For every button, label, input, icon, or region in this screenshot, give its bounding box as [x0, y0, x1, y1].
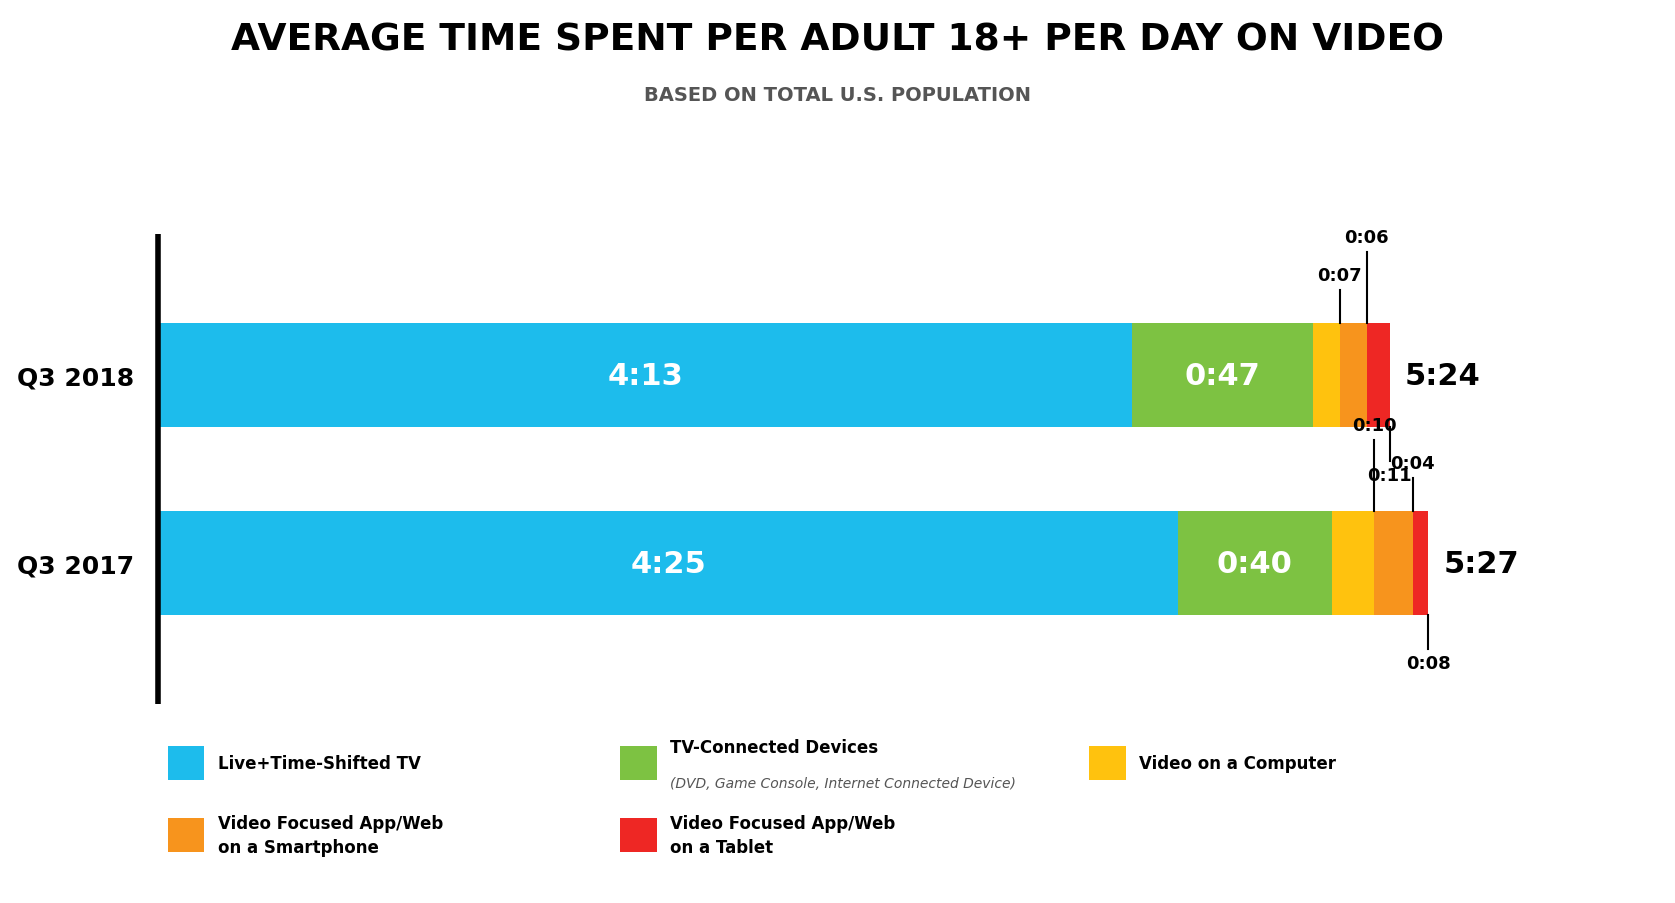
Bar: [1367, 324, 1390, 427]
Text: Video Focused App/Web
on a Tablet: Video Focused App/Web on a Tablet: [670, 815, 894, 856]
Text: BASED ON TOTAL U.S. POPULATION: BASED ON TOTAL U.S. POPULATION: [643, 86, 1032, 105]
Text: Video on a Computer: Video on a Computer: [1139, 754, 1337, 772]
Bar: [1374, 512, 1412, 615]
Bar: [1178, 512, 1332, 615]
Text: 0:07: 0:07: [1317, 266, 1362, 284]
Bar: [1313, 324, 1340, 427]
Text: 0:08: 0:08: [1405, 655, 1451, 673]
Text: 5:27: 5:27: [1444, 549, 1519, 578]
Text: (DVD, Game Console, Internet Connected Device): (DVD, Game Console, Internet Connected D…: [670, 776, 1015, 789]
Text: 0:10: 0:10: [1352, 417, 1397, 435]
Bar: [159, 512, 1178, 615]
Text: 0:11: 0:11: [1367, 467, 1412, 485]
Text: Video Focused App/Web
on a Smartphone: Video Focused App/Web on a Smartphone: [218, 815, 442, 856]
Text: TV-Connected Devices: TV-Connected Devices: [670, 738, 878, 756]
Bar: [1412, 512, 1429, 615]
Bar: [159, 324, 1132, 427]
Text: Live+Time-Shifted TV: Live+Time-Shifted TV: [218, 754, 420, 772]
Text: 5:24: 5:24: [1405, 361, 1481, 390]
Bar: [1340, 324, 1367, 427]
Text: 4:25: 4:25: [630, 549, 707, 578]
Bar: [1132, 324, 1313, 427]
Text: 0:40: 0:40: [1218, 549, 1293, 578]
Text: 0:06: 0:06: [1345, 229, 1389, 247]
Text: 0:47: 0:47: [1184, 361, 1260, 390]
Text: 4:13: 4:13: [608, 361, 683, 390]
Text: AVERAGE TIME SPENT PER ADULT 18+ PER DAY ON VIDEO: AVERAGE TIME SPENT PER ADULT 18+ PER DAY…: [231, 23, 1444, 59]
Text: 0:04: 0:04: [1390, 454, 1435, 472]
Bar: [1332, 512, 1373, 615]
